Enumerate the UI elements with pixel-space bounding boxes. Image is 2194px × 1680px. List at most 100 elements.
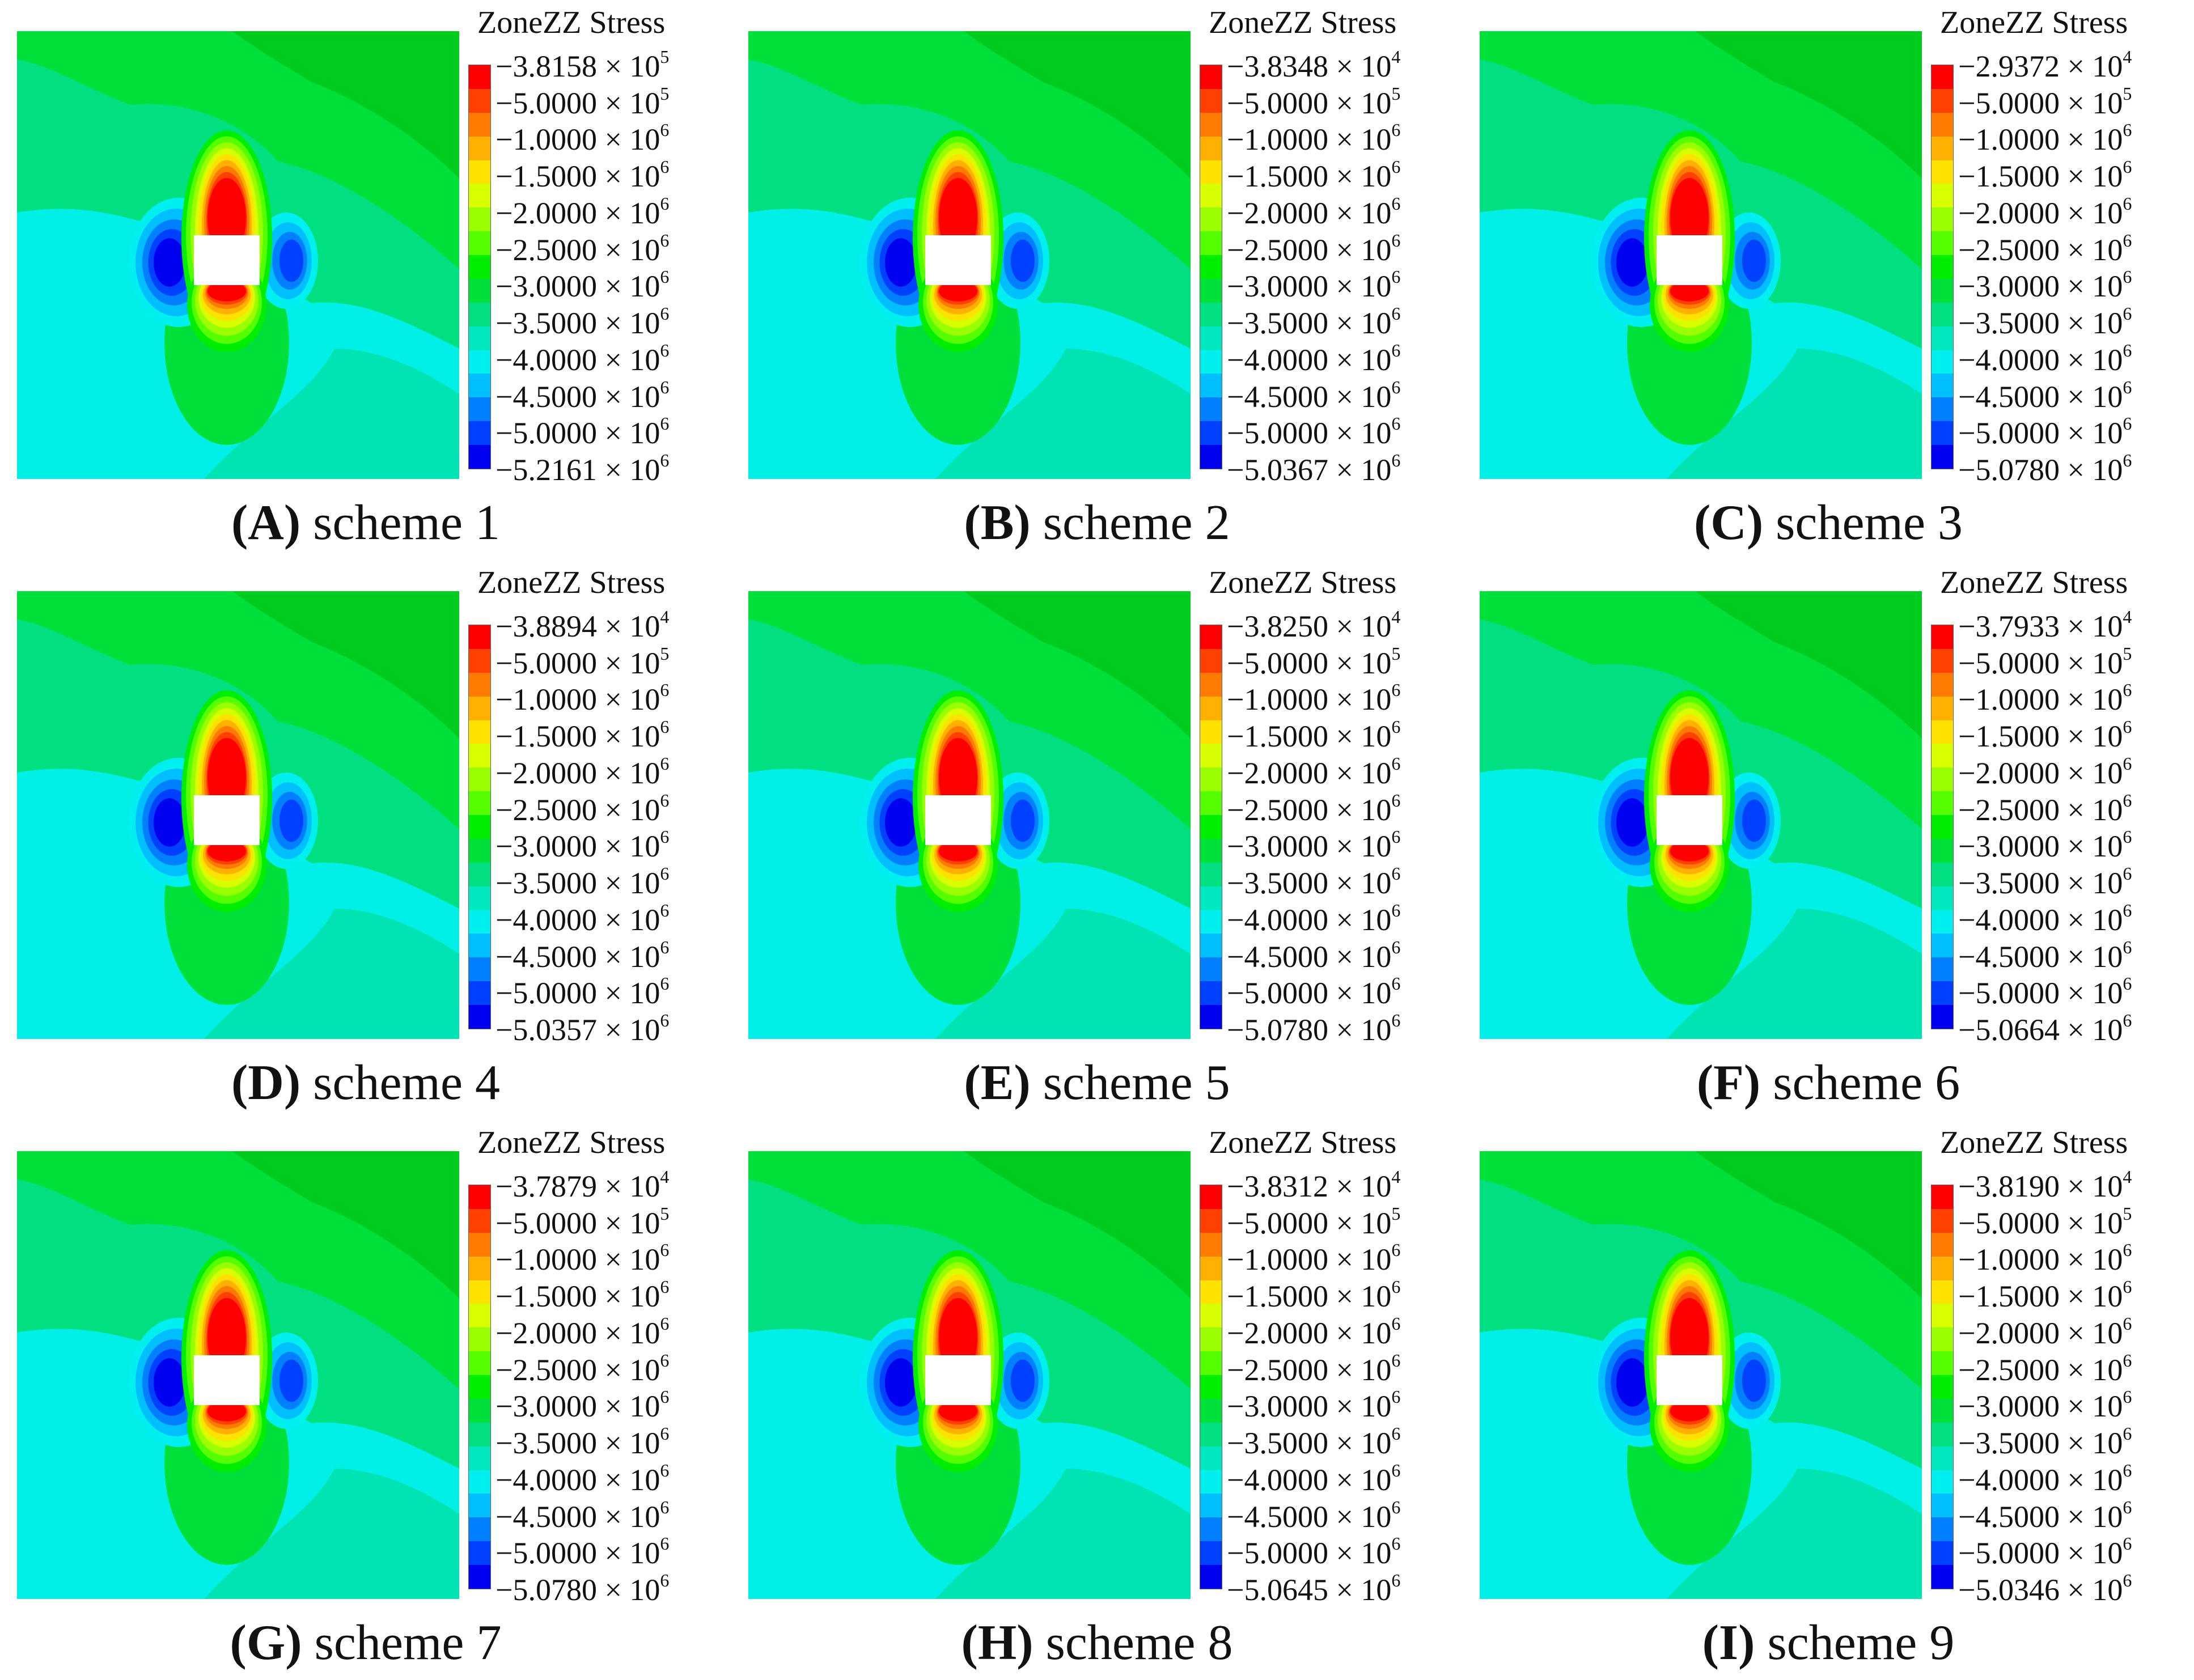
legend-label: −4.5000 × 106 [1227,1496,1401,1534]
legend-label: −5.0000 × 105 [1227,643,1401,680]
legend-label: −1.0000 × 106 [1227,680,1401,717]
legend-swatch [469,112,490,137]
panel-name: scheme 6 [1773,1055,1960,1110]
legend-swatch [469,255,490,279]
stress-panel-3: ZoneZZ Stress −2.9372 × 104 −5.0000 × 105… [1463,0,2194,560]
legend-swatch [1200,88,1222,113]
legend-swatch [1932,397,1953,422]
legend-swatch [1200,184,1222,208]
legend-label: −5.0346 × 106 [1958,1570,2132,1607]
legend-label: −3.5000 × 106 [495,1423,670,1461]
legend-swatch [1932,278,1953,303]
legend-label: −5.0000 × 106 [495,1533,670,1571]
panel-letter: (E) [964,1055,1031,1110]
legend-swatch [1932,1375,1953,1399]
cavity-opening [925,235,991,285]
panel-name: scheme 9 [1767,1615,1955,1670]
legend-label: −4.0000 × 106 [1958,1460,2132,1497]
legend-label: −3.8158 × 105 [495,46,670,83]
legend-swatch [469,625,490,649]
panel-letter: (B) [964,495,1031,550]
legend-swatch [469,838,490,863]
legend: −3.8894 × 104 −5.0000 × 105 −1.0000 × 106−… [449,594,727,1045]
legend-swatch [1200,672,1222,697]
legend-swatch [1932,648,1953,673]
field-teal-zone [1667,909,1922,1039]
legend-swatch [1932,445,1953,469]
legend-swatch [1932,374,1953,398]
legend-swatch [1200,326,1222,350]
panel-name: scheme 3 [1776,495,1963,550]
legend-title: ZoneZZ Stress [1940,1125,2128,1160]
legend-title: ZoneZZ Stress [477,5,666,40]
legend-label: −1.5000 × 106 [1958,1276,2132,1314]
legend-swatch [469,1256,490,1280]
legend-label: −4.0000 × 106 [495,1460,670,1497]
legend-colorbar [468,65,491,469]
legend-swatch [1200,910,1222,934]
legend-swatch [469,696,490,720]
legend: −2.9372 × 104 −5.0000 × 105 −1.0000 × 106−… [1912,34,2189,485]
contour-plot [17,31,459,479]
legend-label: −3.5000 × 106 [495,303,670,341]
legend-label: −3.0000 × 106 [1227,266,1401,304]
legend-label: −4.0000 × 106 [1227,1460,1401,1497]
legend-label: −4.0000 × 106 [1958,900,2132,937]
field-darkgreen-zone [232,31,459,179]
legend-swatch [1200,421,1222,445]
legend-label: −2.0000 × 106 [1227,1313,1401,1350]
legend-label: −3.7879 × 104 [495,1166,670,1203]
legend-swatch [1932,696,1953,720]
panel-caption: (E) scheme 5 [731,1054,1463,1111]
legend-swatch [1200,1398,1222,1423]
panel-caption: (H) scheme 8 [731,1614,1463,1671]
legend-label: −1.5000 × 106 [495,716,670,754]
legend-swatch [1200,231,1222,255]
lower-tension-lobe [1670,1401,1709,1422]
legend-label: −3.0000 × 106 [495,826,670,864]
contour-plot [748,1151,1191,1599]
legend-label: −1.5000 × 106 [1958,156,2132,194]
legend-swatch [469,278,490,303]
legend-label: −3.5000 × 106 [1958,863,2132,901]
legend-swatch [469,791,490,815]
right-compression-lobe [1742,239,1766,282]
legend-label: −5.0000 × 106 [1958,1533,2132,1571]
legend-swatch [469,934,490,958]
legend-label: −5.0000 × 105 [1958,1203,2132,1240]
field-teal-zone [935,909,1191,1039]
legend-swatch [469,1280,490,1304]
legend-label: −2.0000 × 106 [1227,753,1401,790]
legend-label: −1.0000 × 106 [1227,1240,1401,1277]
field-teal-zone [204,349,459,479]
stress-panel-5: ZoneZZ Stress −3.8250 × 104 −5.0000 × 105… [731,560,1463,1120]
legend-swatch [469,648,490,673]
legend-label: −4.5000 × 106 [1958,1496,2132,1534]
legend-swatch [1932,1422,1953,1446]
lower-tension-lobe [1670,281,1709,302]
legend-label: −3.8348 × 104 [1227,46,1401,83]
legend-label: −2.0000 × 106 [1227,193,1401,230]
field-teal-zone [204,909,459,1039]
legend-swatch [469,957,490,982]
legend-label: −2.5000 × 106 [1958,790,2132,827]
legend-swatch [469,1541,490,1565]
field-darkgreen-zone [1695,591,1922,739]
legend-swatch [469,184,490,208]
legend-label: −5.0780 × 106 [1958,450,2132,487]
legend-swatch [1932,886,1953,910]
legend-swatch [1200,397,1222,422]
legend-colorbar [468,1185,491,1589]
legend-label: −1.0000 × 106 [495,1240,670,1277]
right-compression-lobe [279,799,303,842]
legend-swatch [1200,1565,1222,1589]
legend-swatch [1200,65,1222,89]
legend-swatch [469,231,490,255]
legend-swatch [469,1304,490,1328]
legend-title: ZoneZZ Stress [1209,1125,1397,1160]
legend-swatch [469,981,490,1005]
panel-caption: (F) scheme 6 [1463,1054,2194,1111]
left-compression-lobe [1616,1358,1648,1407]
legend-swatch [1200,720,1222,744]
legend-label: −4.5000 × 106 [1958,376,2132,414]
